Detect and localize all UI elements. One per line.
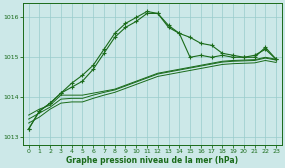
X-axis label: Graphe pression niveau de la mer (hPa): Graphe pression niveau de la mer (hPa) xyxy=(66,156,239,164)
